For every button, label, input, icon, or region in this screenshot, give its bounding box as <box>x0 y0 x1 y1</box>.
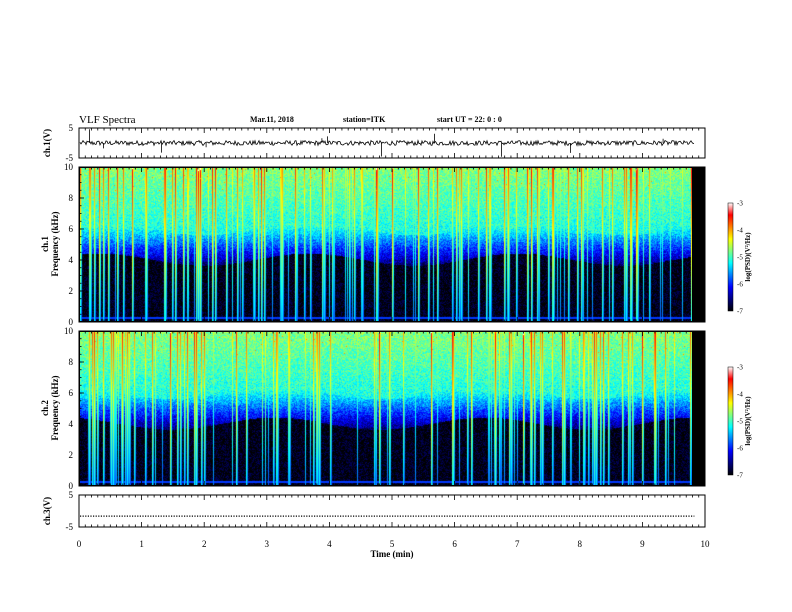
ch1-waveform-ylabel: ch.1(V) <box>42 129 52 157</box>
ytick-label: -5 <box>66 153 74 163</box>
xtick-label: 3 <box>265 539 270 549</box>
x-axis-label: Time (min) <box>370 549 413 559</box>
ytick-label: 6 <box>69 224 74 234</box>
xtick-label: 2 <box>202 539 207 549</box>
xtick-label: 5 <box>390 539 395 549</box>
ytick-label: 5 <box>69 123 74 133</box>
station-label: station=ITK <box>343 115 386 124</box>
xtick-label: 8 <box>578 539 583 549</box>
ytick-label: 2 <box>69 450 74 460</box>
colorbar-tick-label: -6 <box>737 445 743 453</box>
colorbar-tick-label: -7 <box>737 308 743 316</box>
ytick-label: 4 <box>69 255 74 265</box>
colorbar-tick-label: -7 <box>737 472 743 480</box>
colorbar-tick-label: -3 <box>737 200 743 208</box>
ytick-label: 0 <box>69 481 74 491</box>
xtick-label: 1 <box>139 539 144 549</box>
ch3-waveform-ylabel: ch.3(V) <box>42 497 52 525</box>
ytick-label: -5 <box>66 522 74 532</box>
ytick-label: 6 <box>69 388 74 398</box>
xtick-label: 7 <box>515 539 520 549</box>
ch1-spectrogram-ylabel-channel: ch.1 <box>40 236 50 252</box>
ytick-label: 8 <box>69 193 74 203</box>
ch1-spectrogram-ylabel-frequency: Frequency (kHz) <box>50 211 60 276</box>
ytick-label: 5 <box>69 490 74 500</box>
colorbar-tick-label: -3 <box>737 364 743 372</box>
ch3-waveform-frame <box>78 494 706 528</box>
xtick-label: 4 <box>327 539 332 549</box>
start-time-label: start UT = 22: 0 : 0 <box>437 115 502 124</box>
ytick-label: 8 <box>69 357 74 367</box>
ch1-spectrogram-image <box>80 168 692 321</box>
colorbar-tick-label: -5 <box>737 254 743 262</box>
ytick-label: 0 <box>69 317 74 327</box>
xtick-label: 9 <box>640 539 645 549</box>
date-label: Mar.11, 2018 <box>250 115 294 124</box>
colorbar-tick-label: -4 <box>737 391 743 399</box>
ytick-label: 10 <box>64 326 74 336</box>
ch2-colorbar-label: log(PSD)(V²/Hz) <box>744 396 752 446</box>
ch2-spectrogram-ylabel-channel: ch.2 <box>40 400 50 416</box>
ch1-colorbar-label: log(PSD)(V²/Hz) <box>744 232 752 282</box>
xtick-label: 10 <box>701 539 711 549</box>
ch1-waveform-trace <box>79 129 695 157</box>
figure-title: VLF Spectra <box>79 114 136 126</box>
ytick-label: 10 <box>64 162 74 172</box>
ytick-label: 2 <box>69 286 74 296</box>
colorbar-tick-label: -5 <box>737 418 743 426</box>
ytick-label: 4 <box>69 419 74 429</box>
ch2-colorbar <box>727 366 734 476</box>
ch2-spectrogram-image <box>80 332 692 485</box>
xtick-label: 0 <box>77 539 82 549</box>
colorbar-tick-label: -6 <box>737 281 743 289</box>
xtick-label: 6 <box>452 539 457 549</box>
colorbar-tick-label: -4 <box>737 227 743 235</box>
ch1-colorbar <box>727 202 734 312</box>
ch2-spectrogram-ylabel-frequency: Frequency (kHz) <box>50 375 60 440</box>
